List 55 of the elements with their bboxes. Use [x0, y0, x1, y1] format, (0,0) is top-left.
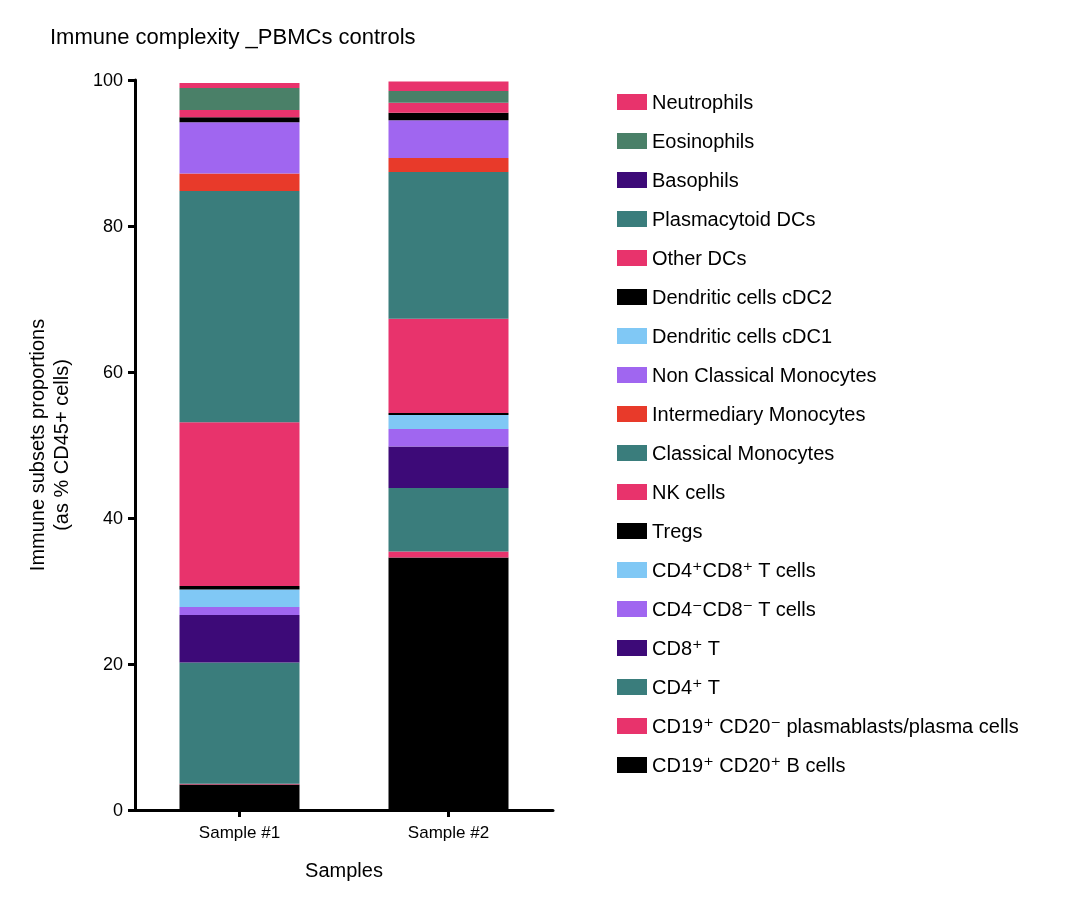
legend-label: Tregs: [652, 520, 703, 542]
legend-label: Dendritic cells cDC2: [652, 286, 833, 308]
legend-label: CD8⁺ T: [652, 637, 720, 659]
legend-label: NK cells: [652, 481, 726, 503]
legend-label: Non Classical Monocytes: [652, 364, 877, 386]
bar: [179, 585, 300, 590]
legend-label: Plasmacytoid DCs: [652, 208, 816, 230]
bar: [179, 109, 300, 118]
bar: [179, 122, 300, 174]
legend-label: CD4⁺CD8⁺ T cells: [652, 559, 816, 581]
bar: [388, 81, 509, 91]
x-tick-label: Sample #2: [407, 823, 490, 842]
bar: [388, 120, 509, 159]
bar: [179, 589, 300, 608]
chart-title: Immune complexity _PBMCs controls: [50, 23, 416, 49]
legend-label: Eosinophils: [652, 130, 755, 152]
bar: [179, 662, 300, 784]
legend-label: CD19⁺ CD20⁻ plasmablasts/plasma cells: [652, 715, 1019, 737]
bar: [179, 615, 300, 663]
legend-label: CD4⁺ T: [652, 676, 720, 698]
bar: [179, 117, 300, 123]
bar: [388, 488, 509, 552]
y-tick-label: 100: [92, 70, 123, 90]
bar: [179, 190, 300, 423]
bar: [388, 412, 509, 416]
legend-label: Other DCs: [652, 247, 747, 269]
bar: [388, 90, 509, 103]
y-tick-label: 80: [102, 216, 123, 236]
bar: [179, 88, 300, 110]
x-axis-title: Samples: [305, 859, 383, 881]
legend-label: CD4⁻CD8⁻ T cells: [652, 598, 816, 620]
bar: [179, 422, 300, 586]
y-tick-label: 40: [102, 508, 123, 528]
y-tick-label: 20: [102, 654, 123, 674]
y-tick-label: 60: [102, 362, 123, 382]
x-tick-label: Sample #1: [198, 823, 281, 842]
bar: [388, 415, 509, 429]
y-tick-label: 0: [112, 800, 123, 820]
bar: [388, 158, 509, 172]
bar: [388, 112, 509, 121]
legend-label: Classical Monocytes: [652, 442, 835, 464]
legend-label: Dendritic cells cDC1: [652, 325, 833, 347]
legend-label: Neutrophils: [652, 91, 754, 113]
bar: [179, 82, 300, 89]
bar: [388, 428, 509, 447]
bar: [179, 607, 300, 616]
bar: [388, 102, 509, 113]
bar: [179, 173, 300, 191]
bar: [388, 318, 509, 413]
bar: [388, 171, 509, 319]
legend-label: Intermediary Monocytes: [652, 403, 866, 425]
legend-label: CD19⁺ CD20⁺ B cells: [652, 754, 846, 776]
bar: [388, 446, 509, 489]
legend-label: Basophils: [652, 169, 739, 191]
y-axis-title: Immune subsets proportions (as % CD45+ cells): [26, 318, 72, 572]
